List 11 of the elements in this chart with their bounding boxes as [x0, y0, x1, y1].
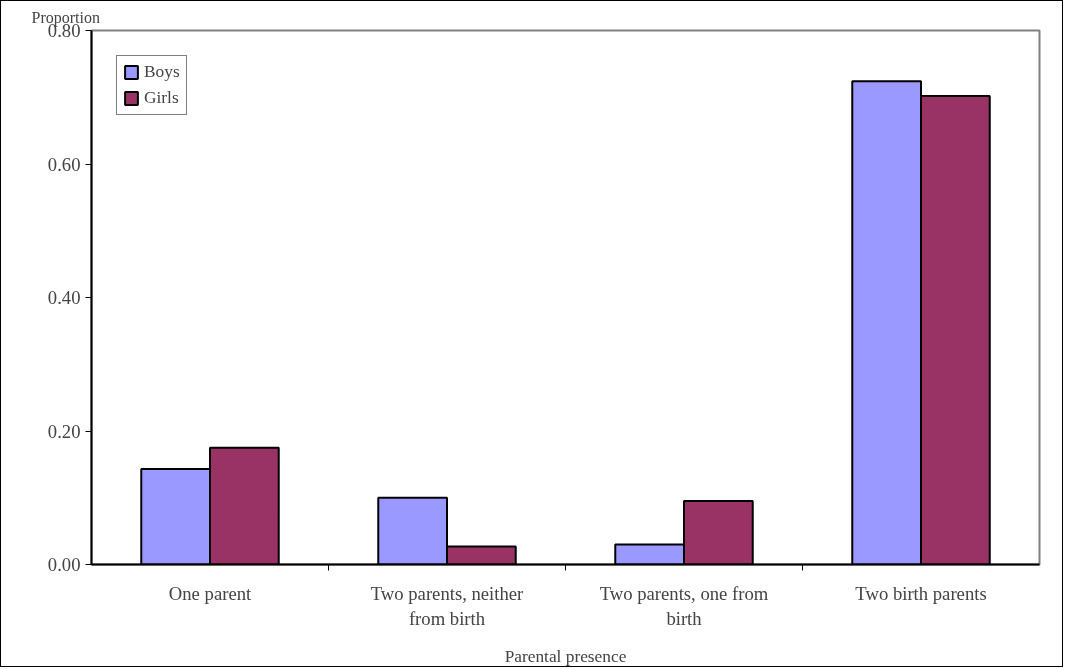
y-tick-label: 0.00: [47, 554, 81, 575]
y-tick-label: 0.20: [47, 420, 81, 442]
x-tick-label: Two parents, neither from birth: [370, 582, 525, 629]
x-axis-title: Parental presence: [504, 646, 627, 666]
x-tick-label: One parent: [168, 582, 252, 604]
y-tick-label: 0.60: [47, 153, 81, 175]
y-tick-label: 0.40: [47, 287, 81, 308]
legend-label: Girls: [144, 88, 179, 108]
x-tick-label: Two parents, one from birth: [599, 582, 769, 629]
legend-label: Boys: [144, 62, 180, 82]
x-tick-label: Two birth parents: [855, 582, 987, 604]
